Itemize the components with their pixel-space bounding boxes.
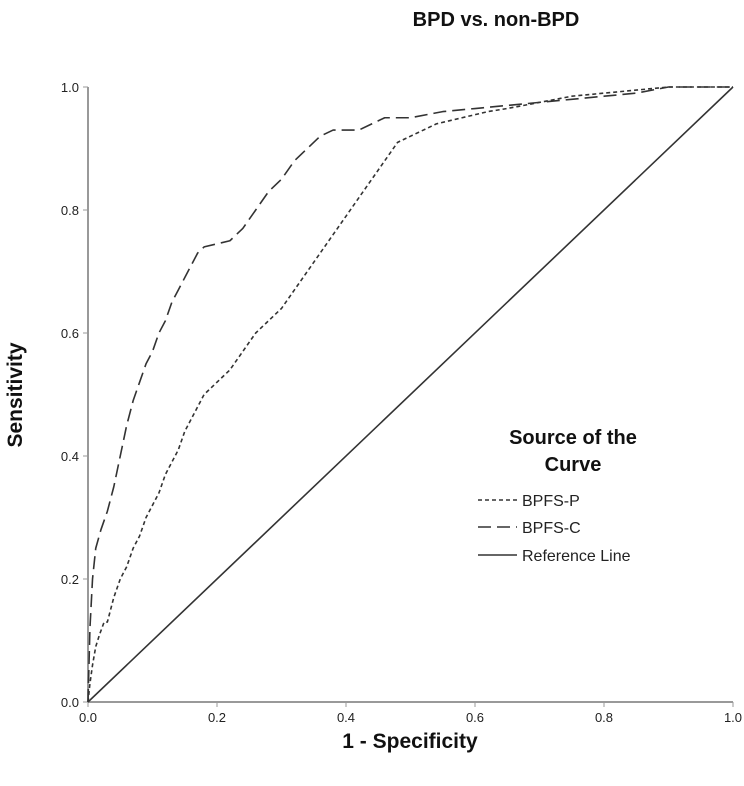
y-tick-label: 0.6 [61, 326, 79, 341]
x-tick-label: 0.6 [466, 710, 484, 725]
y-tick-label: 0.0 [61, 695, 79, 710]
x-axis-label: 1 - Specificity [342, 730, 478, 753]
legend-title-line-2: Curve [545, 454, 602, 476]
legend-title-line-1: Source of the [509, 427, 637, 449]
x-tick-label: 0.0 [79, 710, 97, 725]
y-tick-label: 1.0 [61, 80, 79, 95]
legend-label-bpfs-c: BPFS-C [522, 520, 581, 537]
y-axis-label: Sensitivity [4, 342, 27, 447]
legend: Source of the Curve BPFS-P BPFS-C Refere… [478, 427, 637, 565]
series-line-reference-line [87, 86, 734, 703]
series-line-bpfs-c [87, 86, 733, 703]
x-tick-label: 1.0 [724, 710, 742, 725]
y-tick-label: 0.8 [61, 203, 79, 218]
chart-title: BPD vs. non-BPD [413, 9, 580, 31]
y-tick-label: 0.2 [61, 572, 79, 587]
x-tick-label: 0.8 [595, 710, 613, 725]
x-tick-label: 0.4 [337, 710, 355, 725]
series-line-bpfs-p [87, 86, 733, 703]
legend-label-reference-line: Reference Line [522, 548, 631, 565]
y-tick-label: 0.4 [61, 449, 79, 464]
legend-label-bpfs-p: BPFS-P [522, 493, 580, 510]
x-tick-label: 0.2 [208, 710, 226, 725]
plot-area: 0.0 0.2 0.4 0.6 0.8 1.0 0.0 0.2 0.4 0.6 0.8 1.0 [61, 80, 742, 725]
